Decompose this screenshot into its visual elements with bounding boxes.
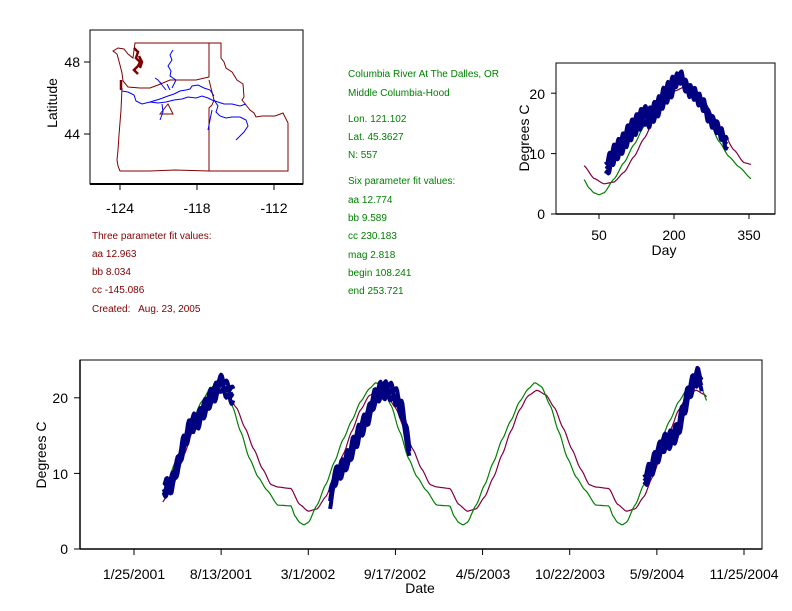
ts-observed-points: [642, 365, 704, 479]
doy-series: [583, 69, 752, 196]
six-param-end: end 253.721: [348, 286, 404, 297]
ts-observed-points: [161, 386, 236, 499]
columbia-river-upper: [149, 84, 215, 103]
deschutes-river: [159, 103, 164, 121]
ts-observed-points: [328, 379, 412, 493]
ts-xtick-label: 10/22/2003: [535, 566, 605, 582]
doy-ylabel: Degrees C: [516, 105, 532, 172]
yakima-river: [154, 77, 171, 91]
doy-xtick-label: 50: [591, 227, 607, 243]
ts-xtick-label: 1/25/2001: [103, 566, 165, 582]
map-xtick-label: -124: [106, 200, 134, 216]
willamette-triangle: [158, 103, 174, 115]
three-param-aa: aa 12.963: [92, 249, 137, 260]
john-day-river: [207, 109, 213, 131]
doy-observed-points: [604, 69, 729, 166]
oregon-border: [116, 87, 272, 172]
three-param-cc: cc -145.086: [92, 285, 145, 296]
doy-ytick-label: 20: [529, 86, 545, 102]
map-axes: -124 -118 -112 48 44 Latitude: [44, 54, 288, 216]
ts-xtick-label: 5/9/2004: [630, 566, 685, 582]
ts-ylabel: Degrees C: [33, 422, 49, 489]
location-map: -124 -118 -112 48 44 Latitude: [44, 29, 304, 216]
ts-plot-frame: [79, 359, 763, 550]
station-lat: Lat. 45.3627: [348, 132, 404, 143]
map-ytick-label: 48: [64, 54, 80, 70]
three-param-heading: Three parameter fit values:: [92, 231, 212, 242]
six-param-heading: Six parameter fit values:: [348, 176, 456, 187]
doy-ytick-label: 10: [529, 146, 545, 162]
river-network: [121, 49, 249, 141]
six-param-bb: bb 9.589: [348, 213, 387, 224]
six-param-aa: aa 12.774: [348, 195, 393, 206]
map-ylabel: Latitude: [44, 78, 60, 128]
map-xtick-label: -118: [184, 200, 211, 216]
created-date: Created: Aug. 23, 2005: [92, 304, 201, 315]
ts-xtick-label: 8/13/2001: [190, 566, 252, 582]
six-param-mag: mag 2.818: [348, 250, 396, 261]
doy-xtick-label: 350: [737, 227, 761, 243]
three-param-bb: bb 8.034: [92, 267, 131, 278]
sample-count: N: 557: [348, 150, 378, 161]
columbia-river-main: [121, 90, 247, 107]
ts-series: [161, 365, 708, 526]
ts-six-parameter-fit-line: [162, 382, 708, 526]
washington-border: [112, 42, 210, 89]
map-ytick-label: 44: [64, 126, 80, 142]
basin-name: Middle Columbia-Hood: [348, 88, 450, 99]
doy-observed-points: [604, 73, 729, 170]
ts-xtick-label: 3/1/2002: [281, 566, 336, 582]
six-param-begin: begin 108.241: [348, 268, 412, 279]
ts-observed-points: [162, 372, 236, 487]
doy-xtick-label: 200: [662, 227, 686, 243]
upper-columbia: [167, 49, 177, 89]
station-name: Columbia River At The Dalles, OR: [348, 69, 499, 80]
station-lon: Lon. 121.102: [348, 114, 407, 125]
time-series-chart: 1/25/2001 8/13/2001 3/1/2002 9/17/2002 4…: [33, 359, 779, 596]
ts-ytick-label: 10: [52, 466, 68, 482]
ts-xtick-label: 9/17/2002: [364, 566, 426, 582]
six-param-cc: cc 230.183: [348, 231, 397, 242]
ts-xtick-label: 4/5/2003: [456, 566, 511, 582]
map-frame: [89, 29, 304, 185]
doy-axis-ticks: [551, 92, 750, 219]
doy-xlabel: Day: [652, 242, 677, 258]
ts-xlabel: Date: [405, 580, 435, 596]
day-of-year-chart: 50 200 350 0 10 20 Day Degrees C: [516, 62, 776, 258]
idaho-border: [209, 42, 289, 172]
ts-ytick-label: 20: [52, 390, 68, 406]
ts-xtick-label: 11/25/2004: [709, 566, 778, 582]
ts-ytick-label: 0: [60, 541, 68, 557]
snake-river: [213, 99, 249, 141]
ts-three-parameter-fit-line: [162, 389, 707, 512]
doy-ytick-label: 0: [537, 206, 545, 222]
puget-sound: [132, 47, 144, 75]
map-xtick-label: -112: [261, 200, 288, 216]
ts-axis-ticks: [74, 397, 745, 555]
